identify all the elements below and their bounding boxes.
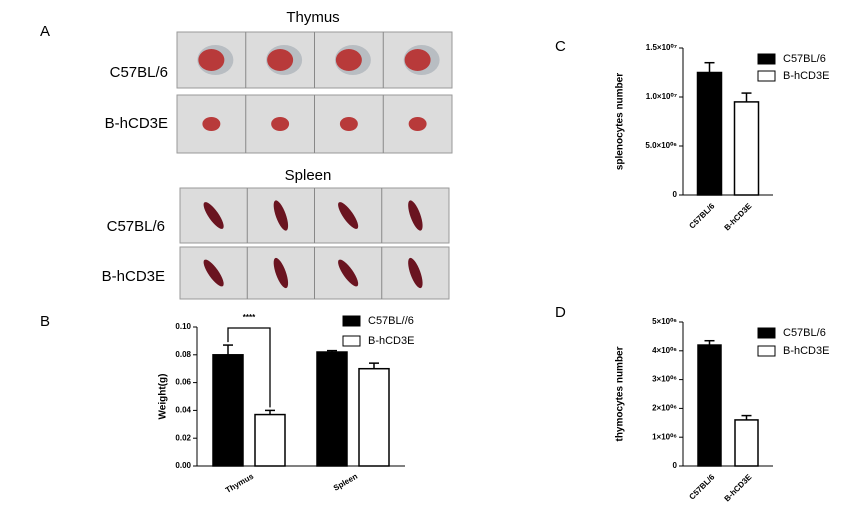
- y-tick-label: 0.10: [175, 322, 191, 331]
- error-bar: [223, 344, 233, 355]
- tissue: [203, 202, 224, 229]
- error-bar: [327, 349, 337, 353]
- y-tick-label: 1.5×10⁰⁷: [646, 43, 677, 52]
- y-axis-label: splenocytes number: [615, 73, 626, 170]
- tissue: [203, 259, 224, 287]
- legend-label: C57BL/6: [783, 327, 826, 339]
- photo-section-title: Spleen: [285, 167, 332, 184]
- y-tick-label: 0: [673, 461, 678, 470]
- bar: [212, 354, 244, 467]
- legend-swatch: [757, 345, 776, 357]
- error-bar: [704, 339, 715, 346]
- error-bar: [265, 409, 275, 415]
- tissue: [339, 117, 358, 131]
- y-tick-label: 1×10⁰⁶: [652, 432, 677, 441]
- y-tick-label: 0.02: [175, 433, 191, 442]
- error-bar: [741, 414, 752, 420]
- tissue: [273, 257, 289, 289]
- panel-label: B: [40, 313, 50, 330]
- legend-swatch: [342, 335, 361, 347]
- y-tick-label: 5×10⁰⁶: [652, 317, 677, 326]
- bar: [254, 413, 286, 467]
- panel-label: A: [40, 23, 50, 40]
- tissue: [404, 49, 431, 71]
- y-axis-label: Weight(g): [158, 374, 169, 420]
- bar: [733, 101, 760, 196]
- tissue: [338, 202, 359, 229]
- y-tick-label: 0.00: [175, 461, 191, 470]
- photo-row-label: C57BL/6: [107, 218, 165, 235]
- y-tick-label: 3×10⁰⁶: [652, 375, 677, 384]
- y-tick-label: 0.04: [175, 406, 191, 415]
- significance-bracket: [227, 327, 271, 408]
- tissue: [408, 200, 423, 231]
- bar: [734, 419, 759, 467]
- y-tick-label: 2×10⁰⁶: [652, 404, 677, 413]
- bar: [358, 367, 390, 467]
- y-axis-label: thymocytes number: [615, 346, 626, 441]
- bar: [696, 71, 723, 196]
- tissue: [202, 117, 221, 131]
- significance-label: ****: [243, 313, 256, 322]
- legend-swatch: [757, 70, 776, 82]
- y-tick-label: 0: [673, 190, 678, 199]
- legend-label: C57BL/6: [783, 53, 826, 65]
- x-tick-label: Spleen: [332, 472, 359, 493]
- x-tick-label: C57BL/6: [687, 472, 716, 501]
- tissue: [271, 117, 290, 131]
- legend-swatch: [757, 327, 776, 339]
- photo-section-title: Thymus: [286, 9, 339, 26]
- bar: [316, 351, 348, 467]
- tissue: [408, 257, 423, 289]
- y-tick-label: 5.0×10⁰⁶: [645, 141, 677, 150]
- panel-label: D: [555, 304, 566, 321]
- x-tick-label: Thymus: [224, 471, 256, 494]
- bar: [697, 344, 722, 467]
- tissue: [338, 259, 359, 287]
- tissue: [335, 49, 362, 71]
- x-tick-label: B-hCD3E: [723, 201, 754, 232]
- legend-label: B-hCD3E: [368, 335, 414, 347]
- photo-row-label: B-hCD3E: [105, 115, 168, 132]
- panel-label: C: [555, 38, 566, 55]
- photo-row-label: C57BL/6: [110, 64, 168, 81]
- y-tick-label: 1.0×10⁰⁷: [646, 92, 677, 101]
- legend-label: B-hCD3E: [783, 345, 829, 357]
- tissue: [273, 200, 289, 231]
- error-bar: [704, 61, 715, 73]
- x-tick-label: C57BL/6: [687, 201, 716, 230]
- photo-row-label: B-hCD3E: [102, 268, 165, 285]
- tissue: [198, 49, 225, 71]
- error-bar: [741, 92, 752, 102]
- y-tick-label: 0.08: [175, 350, 191, 359]
- error-bar: [369, 362, 379, 369]
- y-tick-label: 4×10⁰⁶: [652, 346, 677, 355]
- tissue: [267, 49, 294, 71]
- legend-label: C57BL//6: [368, 315, 414, 327]
- legend-label: B-hCD3E: [783, 70, 829, 82]
- legend-swatch: [342, 315, 361, 327]
- legend-swatch: [757, 53, 776, 65]
- y-tick-label: 0.06: [175, 378, 191, 387]
- x-tick-label: B-hCD3E: [723, 472, 754, 503]
- tissue: [408, 117, 427, 131]
